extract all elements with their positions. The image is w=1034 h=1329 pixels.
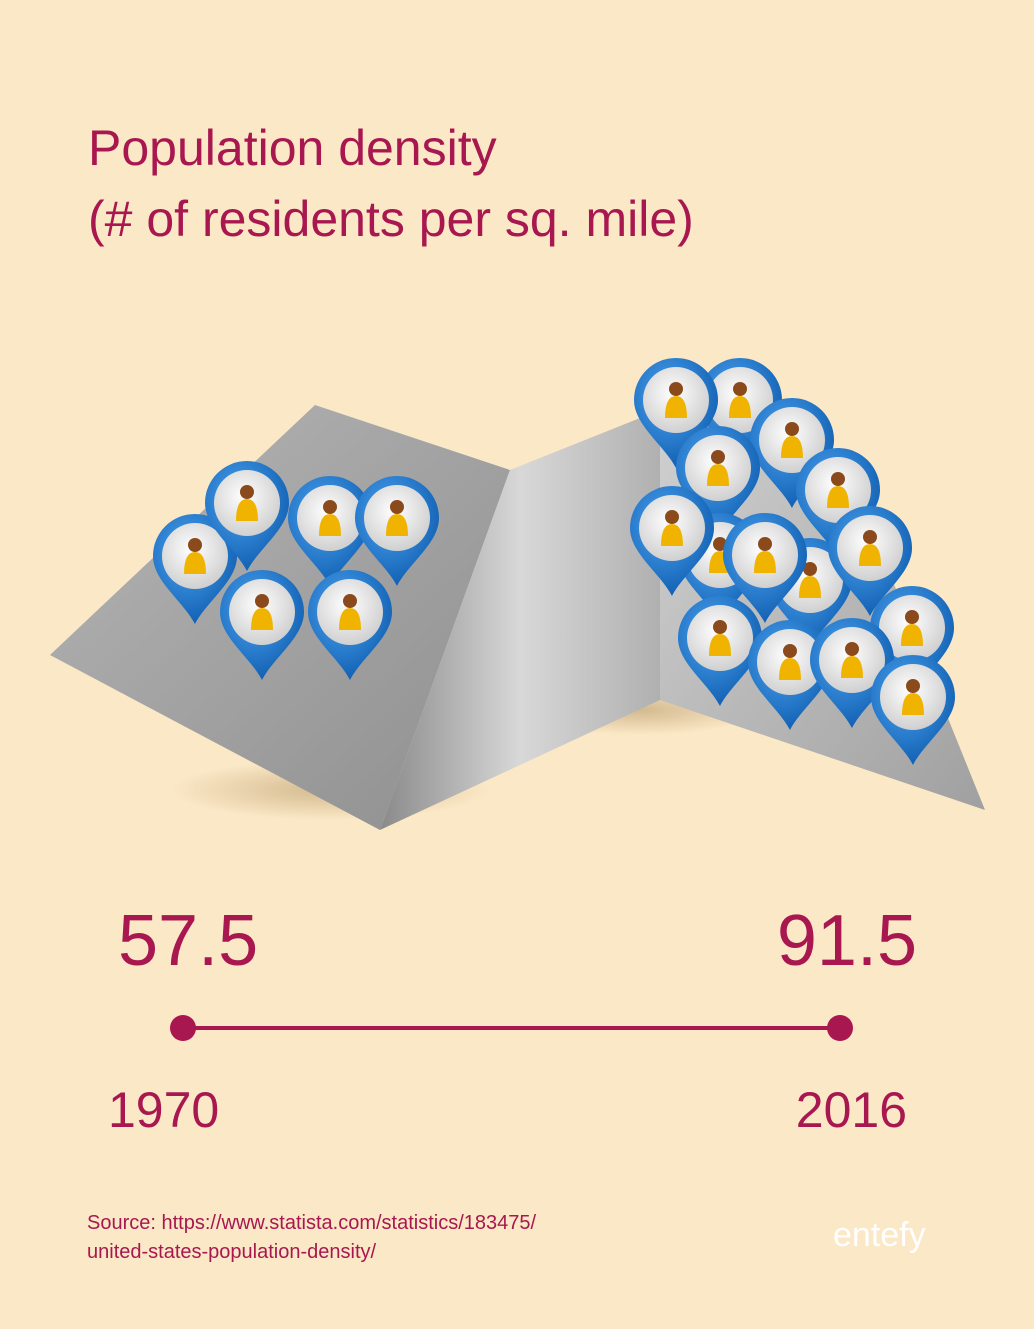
- pin: [153, 513, 237, 624]
- person-head: [803, 562, 817, 576]
- person-body: [251, 608, 273, 630]
- pin: [634, 357, 718, 468]
- pin: [810, 618, 894, 728]
- pin: [678, 596, 762, 706]
- person-head: [343, 594, 357, 608]
- pin: [355, 476, 439, 586]
- person-body: [184, 552, 206, 574]
- pin: [308, 570, 392, 680]
- person-head: [785, 422, 799, 436]
- person-head: [240, 485, 254, 499]
- value: 91.5: [777, 901, 917, 981]
- person-head: [845, 642, 859, 656]
- pin: [870, 586, 954, 696]
- person-head: [665, 510, 679, 524]
- person-head: [758, 537, 772, 551]
- pin: [748, 620, 832, 730]
- person-body: [799, 576, 821, 598]
- person-body: [661, 524, 683, 546]
- person-head: [255, 594, 269, 608]
- timeline-dot: [827, 1015, 853, 1041]
- logo: entefy: [833, 1216, 926, 1254]
- person-body: [236, 499, 258, 521]
- person-head: [831, 472, 845, 486]
- pin: [205, 461, 289, 571]
- pin: [288, 476, 372, 586]
- timeline-dot: [170, 1015, 196, 1041]
- pin: [698, 358, 782, 468]
- title-line: Population density: [88, 120, 497, 176]
- person-head: [783, 644, 797, 658]
- person-body: [859, 544, 881, 566]
- person-head: [713, 537, 727, 551]
- person-head: [905, 610, 919, 624]
- person-body: [665, 396, 687, 418]
- person-head: [188, 538, 202, 552]
- person-body: [827, 486, 849, 508]
- pins: [153, 357, 955, 765]
- person-body: [386, 514, 408, 536]
- person-body: [841, 656, 863, 678]
- person-head: [906, 679, 920, 693]
- person-body: [339, 608, 361, 630]
- person-body: [902, 693, 924, 715]
- person-body: [754, 551, 776, 573]
- year: 2016: [796, 1082, 907, 1138]
- pin: [220, 570, 304, 680]
- source: Source: https://www.statista.com/statist…: [87, 1212, 537, 1234]
- person-head: [323, 500, 337, 514]
- person-head: [390, 500, 404, 514]
- person-body: [901, 624, 923, 646]
- person-body: [319, 514, 341, 536]
- pin: [630, 486, 714, 596]
- source: united-states-population-density/: [87, 1241, 377, 1263]
- pin: [796, 448, 880, 558]
- person-body: [709, 634, 731, 656]
- person-head: [711, 450, 725, 464]
- pin: [676, 426, 760, 536]
- person-head: [669, 382, 683, 396]
- pin: [723, 513, 807, 623]
- year: 1970: [108, 1082, 219, 1138]
- person-head: [733, 382, 747, 396]
- title-line: (# of residents per sq. mile): [88, 191, 694, 247]
- pin: [828, 506, 912, 616]
- person-head: [713, 620, 727, 634]
- map-panel: [380, 410, 660, 830]
- person-head: [863, 530, 877, 544]
- person-body: [781, 436, 803, 458]
- person-body: [779, 658, 801, 680]
- value: 57.5: [118, 901, 258, 981]
- person-body: [707, 464, 729, 486]
- pin: [871, 655, 955, 765]
- pin: [750, 398, 834, 508]
- person-body: [729, 396, 751, 418]
